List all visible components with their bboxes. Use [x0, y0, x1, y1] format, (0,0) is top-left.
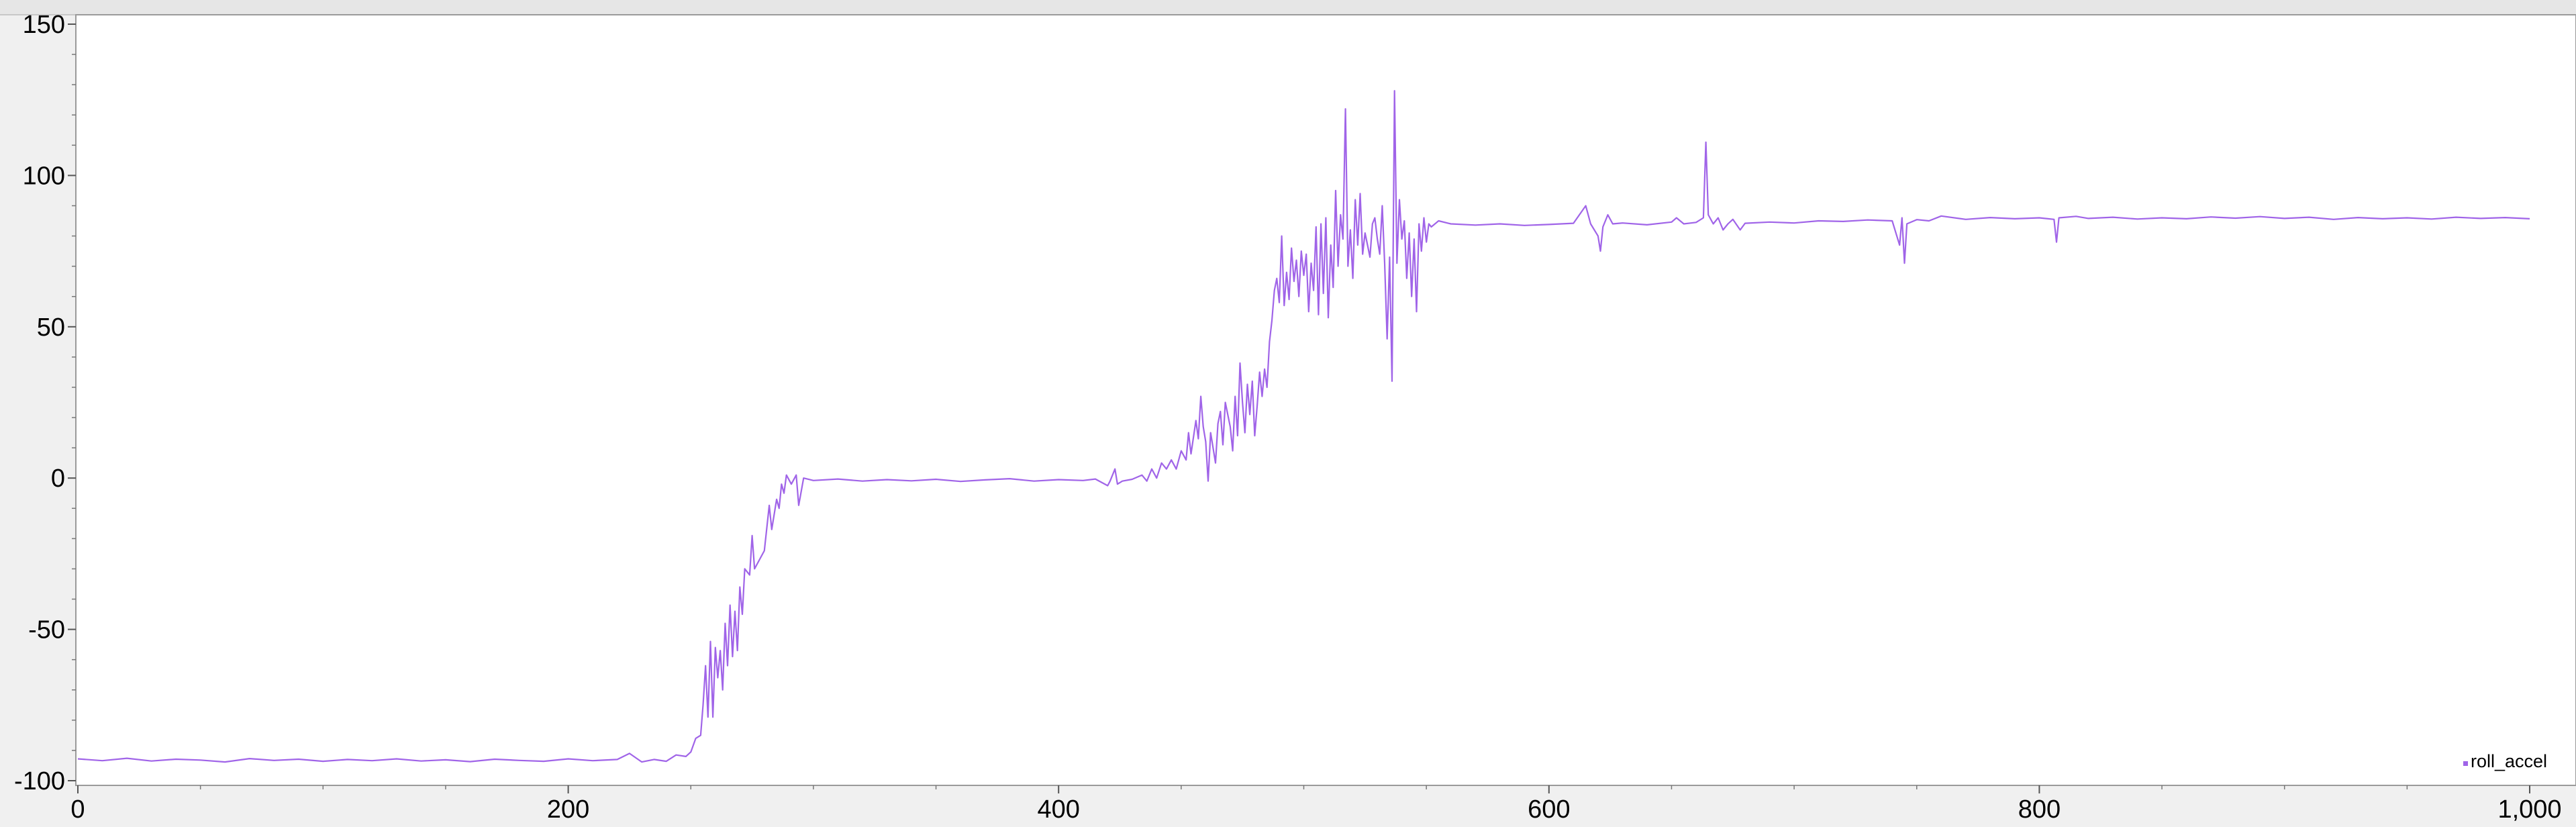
- y-axis-minor-ticks: [72, 54, 76, 751]
- legend: roll_accel: [2463, 751, 2547, 771]
- y-tick-label-3: 0: [51, 465, 65, 493]
- legend-swatch-roll-accel: [2463, 761, 2468, 766]
- x-tick-label-1: 200: [547, 795, 589, 824]
- series-line-roll-accel: [77, 90, 2530, 763]
- y-tick-label-4: -50: [28, 616, 65, 644]
- x-tick-label-4: 800: [2018, 795, 2061, 824]
- x-tick-label-0: 0: [70, 795, 85, 824]
- x-axis: 0 200 400 600 800 1,000: [70, 785, 2562, 824]
- plot-area[interactable]: [75, 14, 2576, 786]
- y-axis: 150 100 50 0 -50 -100: [14, 11, 76, 795]
- window-top-strip: [0, 0, 2576, 15]
- y-tick-label-5: -100: [14, 767, 65, 795]
- x-tick-label-5: 1,000: [2497, 795, 2561, 824]
- x-tick-label-2: 400: [1037, 795, 1079, 824]
- x-tick-label-3: 600: [1528, 795, 1570, 824]
- x-axis-minor-ticks: [199, 785, 2408, 789]
- y-tick-label-0: 150: [23, 11, 65, 39]
- y-tick-label-2: 50: [37, 313, 65, 342]
- legend-label-roll-accel: roll_accel: [2471, 751, 2547, 771]
- series-layer: [77, 90, 2530, 763]
- y-tick-label-1: 100: [23, 162, 65, 190]
